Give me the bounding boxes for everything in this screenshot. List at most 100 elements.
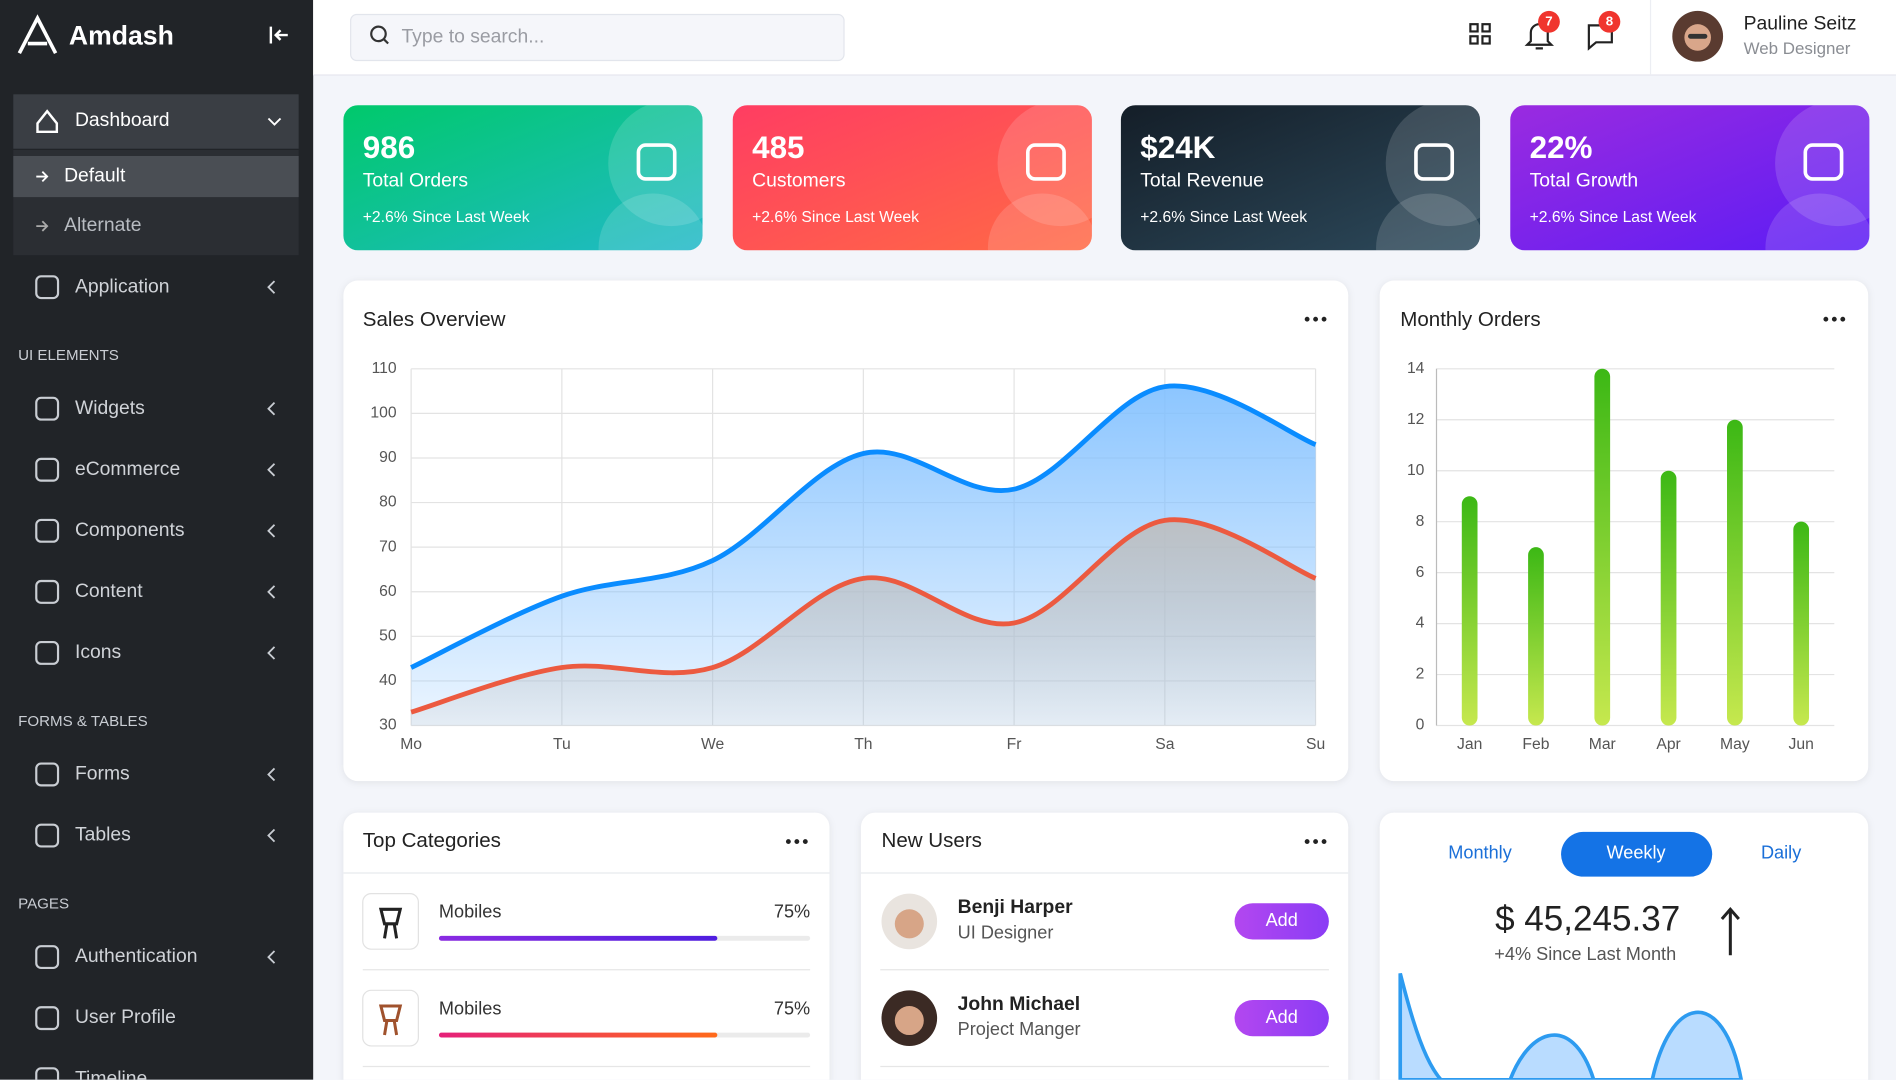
orders-card [1379, 280, 1869, 782]
nav-icon [35, 1006, 60, 1031]
search-icon [370, 25, 387, 43]
arrow-icon [36, 171, 49, 183]
badge [1538, 10, 1560, 33]
more-button[interactable] [1840, 316, 1846, 322]
more-button[interactable] [1304, 316, 1310, 322]
y-tick-label: 8 [1416, 513, 1425, 530]
more-button[interactable] [1823, 316, 1829, 322]
stat-label: Total Orders [363, 169, 468, 191]
bar [1793, 521, 1810, 726]
card-decoration [1385, 105, 1481, 227]
category-thumbnail [362, 892, 419, 950]
stat-icon [1803, 143, 1844, 181]
nav-heading: PAGES [18, 895, 69, 912]
category-icon [378, 907, 403, 939]
y-tick-label: 50 [379, 627, 397, 644]
y-tick-label: 30 [379, 717, 397, 734]
nav-icon [35, 518, 60, 543]
more-button[interactable] [1313, 316, 1319, 322]
tab-active[interactable] [1561, 831, 1713, 877]
more-button[interactable] [1831, 316, 1837, 322]
user-name: Pauline Seitz [1744, 12, 1857, 34]
category-icon [378, 1004, 403, 1036]
add-button[interactable] [1234, 903, 1329, 940]
bar [1594, 368, 1611, 726]
nav-item[interactable] [13, 561, 298, 621]
stat-card [1120, 105, 1481, 251]
user-avatar[interactable] [1672, 10, 1724, 62]
stat-icon [636, 143, 677, 181]
nav-label: Dashboard [75, 109, 170, 131]
add-button-label[interactable]: Add [1266, 1007, 1298, 1027]
nav-item[interactable] [13, 1048, 298, 1079]
chevron [267, 950, 276, 964]
tab[interactable]: Daily [1761, 842, 1802, 862]
submenu-label[interactable]: Default [64, 165, 126, 187]
nav-item-active[interactable] [13, 94, 299, 149]
more-button[interactable] [1321, 839, 1327, 845]
card-title: Top Categories [363, 829, 501, 852]
chevron [267, 280, 276, 294]
collapse-button[interactable] [269, 26, 288, 44]
nav-icon [35, 396, 60, 421]
y-tick-label: 10 [1407, 462, 1425, 479]
stat-card [732, 105, 1092, 251]
line [410, 383, 1317, 670]
more-button[interactable] [1313, 839, 1319, 845]
nav-item[interactable] [13, 805, 298, 865]
x-tick-label: Apr [1656, 736, 1680, 753]
more-button[interactable] [785, 839, 791, 845]
chevron [267, 585, 276, 599]
categories-card [343, 812, 830, 1080]
progress-bar [438, 1032, 718, 1038]
x-tick-label: May [1720, 736, 1750, 753]
y-tick-label: 14 [1407, 360, 1425, 377]
x-tick-label: Su [1306, 736, 1325, 753]
more-button[interactable] [794, 839, 800, 845]
y-tick-label: 90 [379, 449, 397, 466]
nav-label: Timeline [75, 1067, 147, 1079]
add-button[interactable] [1234, 999, 1329, 1037]
stat-value: $24K [1140, 130, 1215, 165]
y-tick-label: 0 [1416, 717, 1425, 734]
nav-heading: FORMS & TABLES [18, 713, 148, 730]
y-tick-label: 12 [1407, 411, 1424, 428]
stat-label: Total Revenue [1140, 169, 1264, 191]
users-card [860, 812, 1349, 1080]
tab[interactable]: Weekly [1606, 842, 1666, 862]
add-button-label[interactable]: Add [1266, 910, 1298, 930]
stat-value: 22% [1530, 130, 1593, 165]
category-name: Mobiles [439, 902, 501, 922]
submenu-label[interactable]: Alternate [64, 214, 141, 236]
arrow-icon [36, 220, 49, 232]
nav-item[interactable] [13, 378, 298, 438]
more-button[interactable] [1304, 839, 1310, 845]
stat-icon [1414, 143, 1455, 181]
more-button[interactable] [1321, 316, 1327, 322]
x-tick-label: We [701, 736, 725, 753]
tab[interactable]: Monthly [1448, 842, 1512, 862]
chart-title: Sales Overview [363, 308, 506, 331]
search-icon [382, 37, 389, 45]
nav-icon [35, 457, 60, 482]
stat-value: 485 [752, 130, 804, 165]
x-tick-label: Mar [1589, 736, 1616, 753]
nav-item[interactable] [13, 744, 298, 804]
y-tick-label: 40 [379, 672, 397, 689]
more-button[interactable] [802, 839, 808, 845]
chevron [267, 402, 276, 416]
x-tick-label: Tu [553, 736, 571, 753]
badge-count: 7 [1545, 13, 1552, 28]
nav-item[interactable] [13, 622, 298, 682]
nav-icon [35, 945, 60, 970]
nav-label: Icons [75, 641, 121, 663]
apps-button[interactable] [1469, 23, 1491, 45]
stat-icon [1025, 143, 1066, 181]
submenu-active[interactable] [13, 155, 299, 198]
brand: Amdash [69, 21, 174, 51]
category-percent: 75% [774, 998, 810, 1018]
chevron [267, 828, 276, 843]
nav-label: Application [75, 275, 170, 297]
nav-icon [35, 640, 60, 665]
search-box[interactable] [350, 13, 845, 62]
